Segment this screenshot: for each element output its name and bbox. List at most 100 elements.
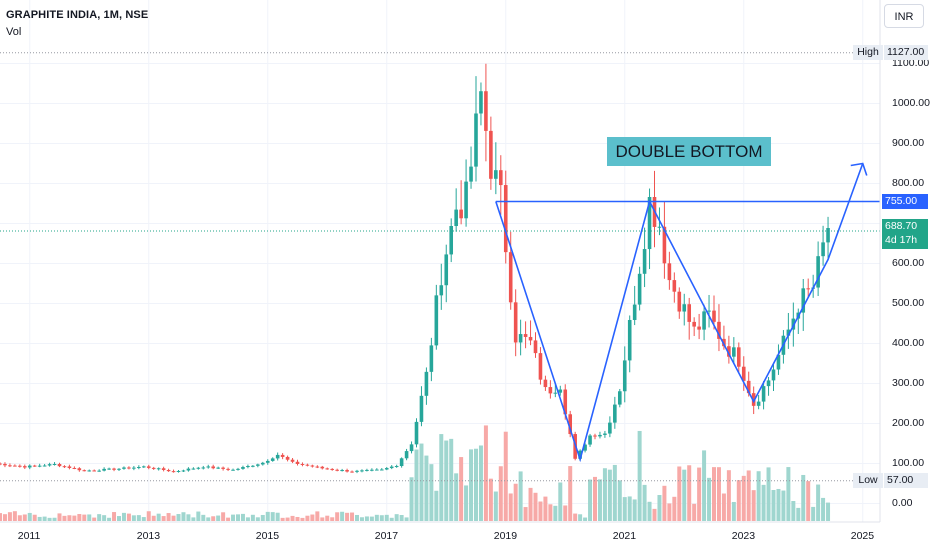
volume-bar [553,505,558,521]
candle-body [608,422,612,434]
volume-bar [221,512,226,521]
candle-body [265,460,270,463]
candle-body [275,454,280,459]
candle-body [201,467,206,469]
volume-bar [399,514,404,521]
candle-body [355,470,359,472]
volume-bar [211,516,216,521]
candle-body [727,346,731,357]
volume-bar [226,517,231,521]
volume-bar [102,515,107,521]
candle-body [231,469,235,471]
volume-bar [280,517,285,521]
candle-body [568,414,573,435]
price-tick-label: 100.00 [892,456,925,469]
candle-body [196,467,201,469]
volume-bar [697,467,702,521]
last-price-tag: 688.70 4d 17h [882,219,928,249]
volume-bar [330,517,335,521]
candle-body [72,467,77,469]
candle-body [345,470,349,472]
candle-body [246,466,250,468]
volume-bar [498,466,503,521]
candle-body [558,389,563,393]
volume-bar [741,475,746,521]
volume-bar [692,503,697,521]
volume-bar [335,512,340,521]
candle-body [786,329,791,336]
volume-bar [449,438,454,521]
candle-body [370,469,374,471]
candle-body [236,468,240,470]
volume-bar [87,514,92,521]
price-tick-label: 400.00 [892,336,925,349]
volume-bar [607,469,612,521]
volume-bar [464,485,469,521]
volume-bar [117,516,121,521]
double-bottom-pattern [495,162,880,463]
candle-body [553,392,558,394]
volume-bar [682,469,687,521]
volume-bar [216,515,221,521]
candle-body [77,468,82,471]
volume-bar [647,501,652,521]
volume-bar [355,514,359,521]
candle-body [335,469,339,471]
volume-bar [176,514,181,521]
candle-body [67,466,72,468]
volume-bar [652,508,657,521]
volume-bar [136,515,141,521]
volume-bar [151,515,156,521]
symbol-title[interactable]: GRAPHITE INDIA, 1M, NSE [6,9,149,21]
candle-body [186,468,191,471]
volume-bar [0,513,2,521]
volume-bar [568,466,573,521]
volume-bar [260,514,265,521]
double-bottom-annotation[interactable]: DOUBLE BOTTOM [607,137,771,166]
volume-bar [181,512,186,521]
volume-bar [156,513,161,521]
candle-body [632,304,637,320]
candle-body [479,91,483,114]
volume-bar [240,513,245,521]
resistance-price-tag: 755.00 [882,194,928,209]
volume-bar [245,517,250,521]
currency-selector[interactable]: INR [884,4,924,28]
volume-bar [766,467,771,521]
candle-body [667,263,672,281]
candle-body [375,469,379,471]
volume-bar [746,470,751,521]
candle-body [563,389,568,415]
volume-bar [290,515,295,521]
candle-body [538,353,543,380]
volume-bar [801,474,806,521]
chart-grid [0,0,880,522]
candle-body [171,471,176,473]
volume-bar [622,497,627,521]
candle-body [593,435,597,437]
volume-bar [409,477,414,521]
volume-bar [707,477,712,521]
candle-body [166,469,171,472]
candle-body [434,295,439,346]
volume-bar [617,480,622,521]
volume-bar [37,516,42,521]
price-tick-label: 800.00 [892,176,925,189]
volume-bar [419,443,424,521]
candle-body [414,421,419,445]
volume-indicator-label[interactable]: Vol [6,26,22,38]
candle-body [320,466,325,469]
volume-bar [826,502,831,521]
candle-body [394,466,399,468]
volume-bar [459,457,464,521]
candle-body [806,288,811,290]
candle-body [409,444,414,452]
candle-body [598,434,602,437]
volume-bar [161,516,166,521]
candle-body [310,465,315,467]
volume-bar [612,464,617,521]
candle-body [657,226,662,228]
candle-body [325,468,330,470]
candle-body [801,288,806,313]
